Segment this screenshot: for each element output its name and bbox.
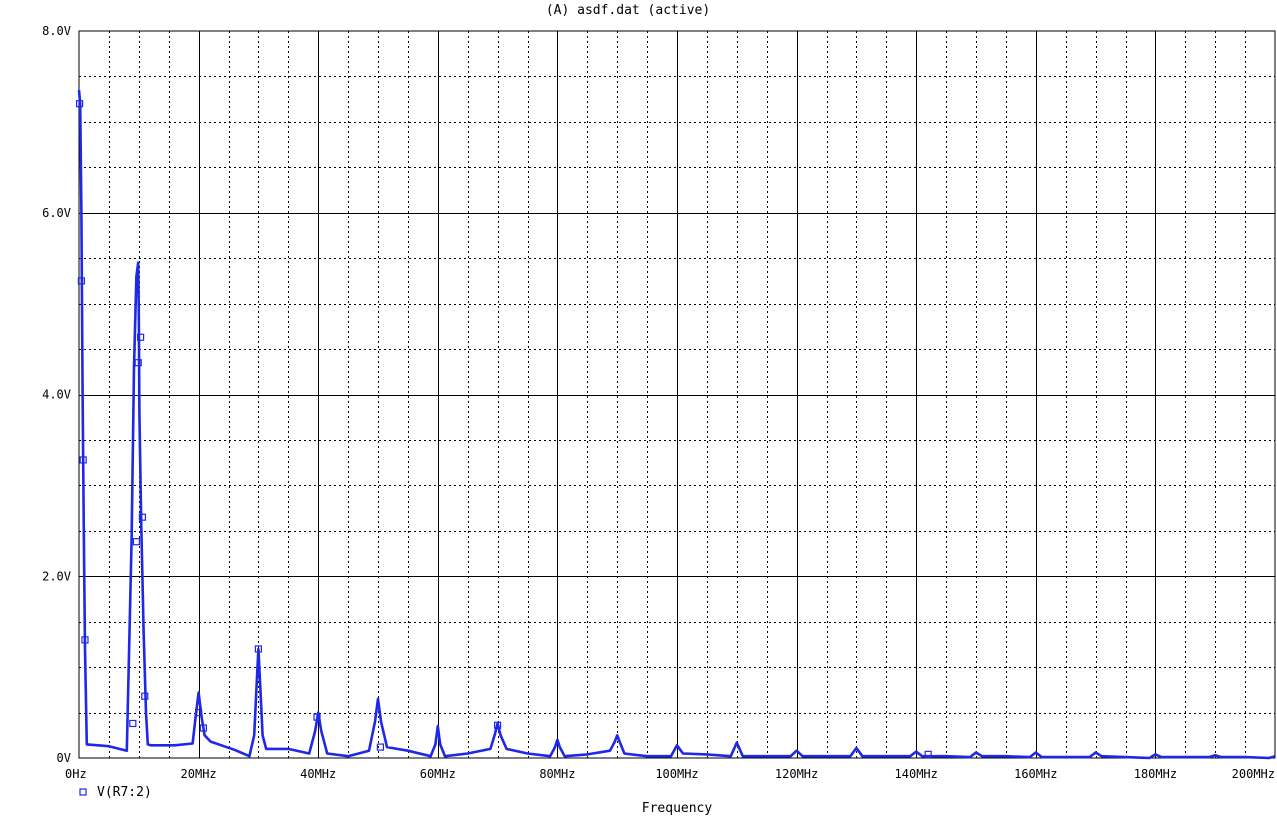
x-tick-label: 100MHz <box>655 767 698 781</box>
y-tick-label: 4.0V <box>42 388 71 402</box>
x-tick-label: 40MHz <box>300 767 336 781</box>
x-tick-label: 160MHz <box>1014 767 1057 781</box>
x-tick-label: 60MHz <box>420 767 456 781</box>
x-tick-label: 200MHz <box>1232 767 1275 781</box>
x-tick-label: 120MHz <box>775 767 818 781</box>
series-marker <box>136 333 145 341</box>
y-tick-labels: 0V 2.0V 4.0V 6.0V 8.0V <box>42 24 71 765</box>
legend: V(R7:2) <box>79 785 152 800</box>
y-tick-label: 8.0V <box>42 24 71 38</box>
series-marker <box>254 645 262 653</box>
series-marker <box>924 750 932 758</box>
y-tick-label: 6.0V <box>42 206 71 220</box>
series-marker <box>134 359 142 367</box>
series-marker <box>313 713 321 721</box>
x-tick-label: 80MHz <box>539 767 575 781</box>
series-marker <box>129 719 137 728</box>
series-line <box>77 89 1276 760</box>
x-tick-label: 140MHz <box>895 767 938 781</box>
x-tick-label: 20MHz <box>181 767 217 781</box>
minor-gridlines <box>79 31 1275 758</box>
series-marker <box>138 513 146 521</box>
x-tick-label: 180MHz <box>1134 767 1177 781</box>
series-marker <box>79 456 87 464</box>
series-marker <box>132 538 141 546</box>
series-marker <box>81 636 89 644</box>
series-marker <box>77 277 85 285</box>
plot-frame <box>78 30 1276 759</box>
y-tick-label: 2.0V <box>42 569 71 583</box>
series-marker <box>195 708 203 717</box>
x-axis-label: Frequency <box>642 801 713 816</box>
series-marker <box>199 724 207 732</box>
x-tick-label: 0Hz <box>65 767 87 781</box>
series-marker <box>494 721 502 729</box>
x-tick-labels: 0Hz 20MHz 40MHz 60MHz 80MHz 100MHz 120MHz 140MH… <box>65 767 1275 781</box>
chart-title: (A) asdf.dat (active) <box>546 3 710 18</box>
series-marker <box>141 692 149 700</box>
legend-marker-icon <box>79 788 87 796</box>
legend-series-label: V(R7:2) <box>97 785 152 800</box>
series-layer <box>75 89 1276 760</box>
y-tick-label: 0V <box>57 751 71 765</box>
series-marker <box>376 743 384 751</box>
series-marker <box>75 100 84 108</box>
major-gridlines <box>79 31 1275 758</box>
